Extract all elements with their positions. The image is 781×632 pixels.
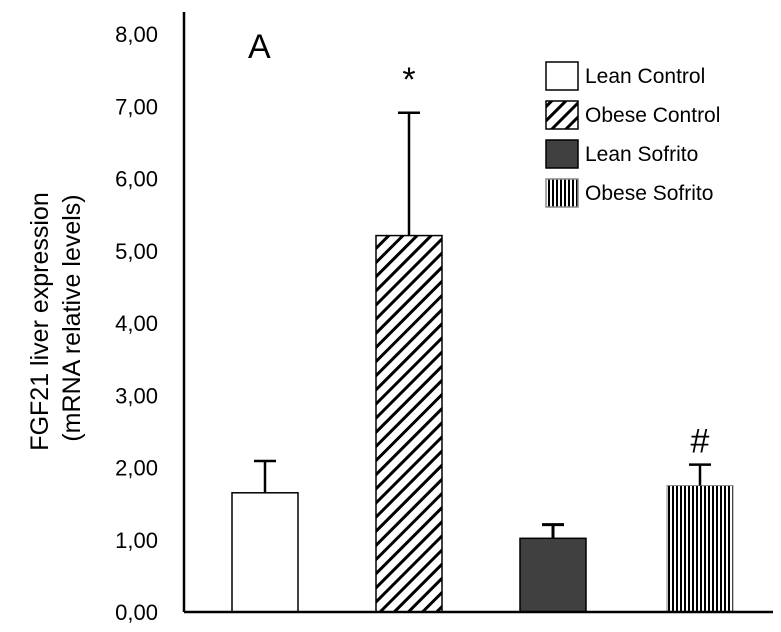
y-axis-title-line-2: (mRNA relative levels) bbox=[58, 194, 86, 441]
panel-label: A bbox=[248, 28, 271, 66]
legend-label-obese-control: Obese Control bbox=[585, 104, 720, 127]
bars bbox=[231, 234, 734, 613]
bar-obese-sofrito bbox=[666, 485, 734, 613]
significance-annotations: *# bbox=[402, 61, 709, 461]
y-tick-label: 0,00 bbox=[115, 600, 158, 625]
bar-lean-control bbox=[231, 492, 299, 613]
y-tick-label: 2,00 bbox=[115, 456, 158, 481]
significance-mark-obese-sofrito: # bbox=[691, 423, 710, 461]
legend-swatch-lean-sofrito bbox=[545, 139, 579, 169]
y-tick-label: 6,00 bbox=[115, 167, 158, 192]
y-tick-label: 3,00 bbox=[115, 383, 158, 408]
y-axis-title: FGF21 liver expression (mRNA relative le… bbox=[26, 185, 86, 450]
legend-swatch-lean-control bbox=[545, 61, 579, 91]
legend-swatch-obese-sofrito bbox=[545, 178, 579, 208]
legend-label-lean-sofrito: Lean Sofrito bbox=[585, 143, 698, 166]
significance-mark-obese-control: * bbox=[402, 61, 415, 99]
y-axis-title-line-1: FGF21 liver expression bbox=[26, 192, 54, 450]
legend-label-lean-control: Lean Control bbox=[585, 65, 705, 88]
bar-lean-sofrito bbox=[519, 537, 587, 613]
y-tick-label: 7,00 bbox=[115, 94, 158, 119]
legend-swatch-obese-control bbox=[545, 100, 579, 130]
y-tick-label: 8,00 bbox=[115, 22, 158, 47]
y-tick-label: 5,00 bbox=[115, 239, 158, 264]
y-tick-label: 4,00 bbox=[115, 311, 158, 336]
y-tick-label: 1,00 bbox=[115, 528, 158, 553]
error-bars bbox=[254, 111, 711, 539]
bar-obese-control bbox=[375, 234, 443, 613]
legend: Lean Control Obese Control Lean Sofrito Obe… bbox=[545, 61, 720, 208]
y-axis-ticks: 0,00 1,00 2,00 3,00 4,00 5,00 6,00 7,00 8,00 bbox=[115, 22, 158, 625]
legend-label-obese-sofrito: Obese Sofrito bbox=[585, 182, 713, 205]
